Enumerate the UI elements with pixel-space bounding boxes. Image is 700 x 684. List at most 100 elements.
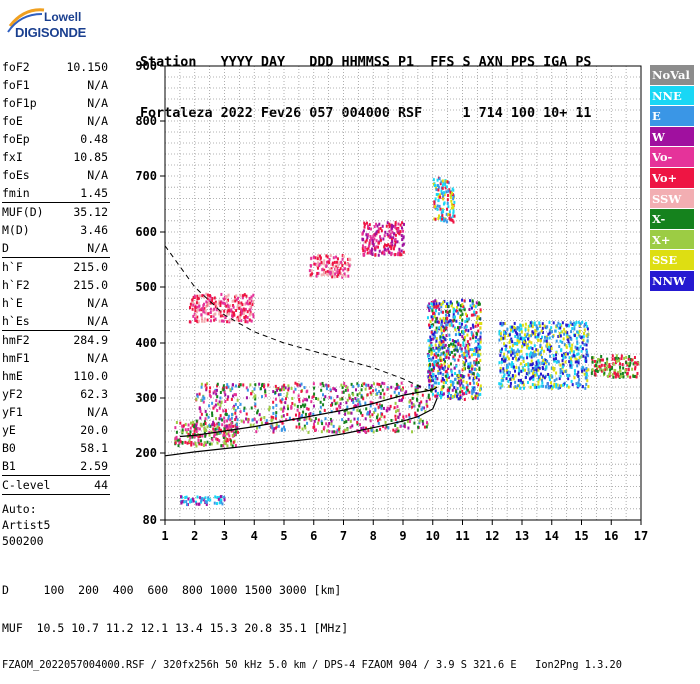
- echo-point: [206, 425, 209, 429]
- echo-point: [401, 398, 404, 402]
- echo-point: [353, 417, 356, 421]
- echo-point: [461, 330, 464, 334]
- echo-point: [346, 405, 349, 409]
- echo-point: [511, 375, 514, 379]
- echo-point: [200, 385, 203, 389]
- echo-point: [572, 321, 575, 325]
- echo-point: [313, 392, 316, 396]
- echo-point: [473, 387, 476, 391]
- echo-point: [435, 302, 438, 306]
- echo-point: [479, 340, 482, 344]
- echo-point: [254, 394, 257, 398]
- echo-point: [325, 272, 328, 276]
- echo-point: [476, 396, 479, 400]
- echo-point: [429, 371, 432, 375]
- echo-point: [564, 330, 567, 334]
- echo-point: [448, 309, 451, 313]
- echo-point: [245, 294, 248, 298]
- echo-point: [475, 376, 478, 380]
- echo-point: [434, 205, 437, 209]
- echo-point: [570, 346, 573, 350]
- echo-point: [383, 415, 386, 419]
- echo-point: [428, 350, 431, 354]
- echo-point: [253, 387, 256, 391]
- echo-point: [568, 373, 571, 377]
- echo-point: [552, 353, 555, 357]
- echo-point: [239, 305, 242, 309]
- echo-point: [189, 426, 192, 430]
- echo-point: [367, 226, 370, 230]
- echo-point: [292, 390, 295, 394]
- echo-point: [347, 274, 350, 278]
- echo-point: [438, 344, 441, 348]
- echo-point: [509, 377, 512, 381]
- echo-point: [473, 347, 476, 351]
- echo-point: [443, 219, 446, 223]
- echo-point: [414, 411, 417, 415]
- echo-point: [445, 323, 448, 327]
- echo-point: [190, 498, 193, 502]
- echo-point: [194, 500, 197, 504]
- echo-point: [283, 406, 286, 410]
- echo-point: [194, 423, 197, 427]
- echo-point: [338, 425, 341, 429]
- echo-point: [254, 404, 257, 408]
- echo-point: [398, 398, 401, 402]
- echo-point: [448, 313, 451, 317]
- echo-point: [396, 408, 399, 412]
- echo-point: [462, 375, 465, 379]
- echo-point: [515, 350, 518, 354]
- echo-point: [529, 346, 532, 350]
- echo-point: [211, 401, 214, 405]
- echo-point: [342, 430, 345, 434]
- echo-point: [522, 368, 525, 372]
- echo-point: [585, 360, 588, 364]
- echo-point: [408, 420, 411, 424]
- echo-point: [219, 314, 222, 318]
- echo-point: [307, 407, 310, 411]
- echo-point: [512, 363, 515, 367]
- echo-point: [361, 382, 364, 386]
- echo-point: [476, 363, 479, 367]
- echo-point: [510, 353, 513, 357]
- echo-point: [250, 319, 253, 323]
- echo-point: [430, 341, 433, 345]
- echo-point: [305, 416, 308, 420]
- echo-point: [219, 391, 222, 395]
- param-name: foF1p: [2, 96, 37, 110]
- echo-point: [194, 317, 197, 321]
- echo-point: [370, 392, 373, 396]
- echo-point: [222, 436, 225, 440]
- echo-point: [202, 400, 205, 404]
- echo-point: [366, 393, 369, 397]
- echo-point: [224, 316, 227, 320]
- echo-point: [540, 355, 543, 359]
- echo-point: [221, 319, 224, 323]
- echo-point: [322, 403, 325, 407]
- echo-point: [535, 360, 538, 364]
- echo-point: [430, 315, 433, 319]
- echo-point: [344, 388, 347, 392]
- echo-point: [456, 387, 459, 391]
- echo-point: [502, 355, 505, 359]
- echo-point: [595, 363, 598, 367]
- echo-point: [368, 239, 371, 243]
- echo-point: [441, 346, 444, 350]
- echo-point: [428, 325, 431, 329]
- echo-point: [382, 237, 385, 241]
- echo-point: [338, 271, 341, 275]
- echo-point: [583, 343, 586, 347]
- echo-point: [420, 400, 423, 404]
- echo-point: [457, 381, 460, 385]
- echo-point: [209, 307, 212, 311]
- echo-point: [611, 354, 614, 358]
- echo-point: [245, 417, 248, 421]
- echo-point: [460, 325, 463, 329]
- echo-point: [529, 334, 532, 338]
- echo-point: [397, 228, 400, 232]
- echo-point: [564, 352, 567, 356]
- echo-point: [457, 379, 460, 383]
- echo-point: [341, 273, 344, 277]
- echo-point: [198, 427, 201, 431]
- echo-point: [234, 384, 237, 388]
